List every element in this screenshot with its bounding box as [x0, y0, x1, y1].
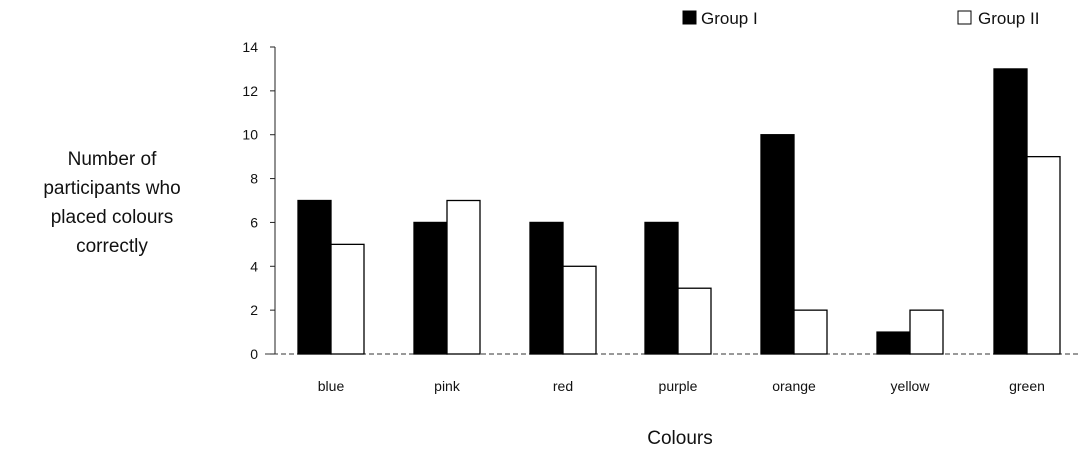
bar-orange-group-2: [793, 309, 828, 355]
x-tick-label: red: [553, 378, 573, 394]
bar-yellow-group-2: [909, 309, 944, 355]
bar-pink-group-1: [413, 221, 448, 355]
y-axis-ticks: 0 2 4 6 8 10 12 14: [242, 39, 275, 362]
y-axis-label-line: participants who: [43, 178, 180, 199]
bar-green-group-1: [993, 68, 1028, 355]
bar-purple-group-2: [677, 287, 712, 355]
x-tick-label: purple: [659, 378, 698, 394]
bar-pink-group-2: [446, 199, 481, 355]
x-tick-label: blue: [318, 378, 345, 394]
bar-purple-group-1: [644, 221, 679, 355]
x-tick-label: green: [1009, 378, 1045, 394]
y-tick-label: 0: [250, 346, 258, 362]
y-axis-label: Number of participants who placed colour…: [43, 149, 180, 257]
bar-yellow-group-1: [876, 331, 911, 355]
legend-swatch: [957, 10, 972, 25]
y-tick-label: 14: [242, 39, 258, 55]
y-tick-label: 10: [242, 127, 258, 143]
y-tick-label: 8: [250, 171, 258, 187]
legend-label: Group I: [701, 9, 758, 28]
y-tick-label: 2: [250, 302, 258, 318]
y-axis-label-line: Number of: [68, 149, 157, 170]
axes: [265, 47, 1078, 355]
bar-green-group-2: [1026, 155, 1061, 355]
y-tick-label: 6: [250, 214, 258, 230]
y-tick-label: 12: [242, 83, 258, 99]
x-axis-ticks: blue pink red purple orange yellow green: [318, 378, 1045, 394]
y-tick-label: 4: [250, 258, 258, 274]
bars: [297, 68, 1061, 355]
bar-blue-group-2: [330, 243, 365, 355]
bar-red-group-2: [562, 265, 597, 355]
x-tick-label: yellow: [891, 378, 931, 394]
legend-swatch: [682, 10, 697, 25]
x-axis-label: Colours: [647, 428, 712, 449]
bar-red-group-1: [529, 221, 564, 355]
x-tick-label: pink: [434, 378, 461, 394]
legend: Group I Group II: [682, 9, 1039, 28]
legend-label: Group II: [978, 9, 1039, 28]
y-axis-label-line: correctly: [76, 236, 148, 257]
y-axis-label-line: placed colours: [51, 207, 174, 228]
bar-orange-group-1: [760, 134, 795, 355]
bar-blue-group-1: [297, 199, 332, 355]
x-tick-label: orange: [772, 378, 816, 394]
